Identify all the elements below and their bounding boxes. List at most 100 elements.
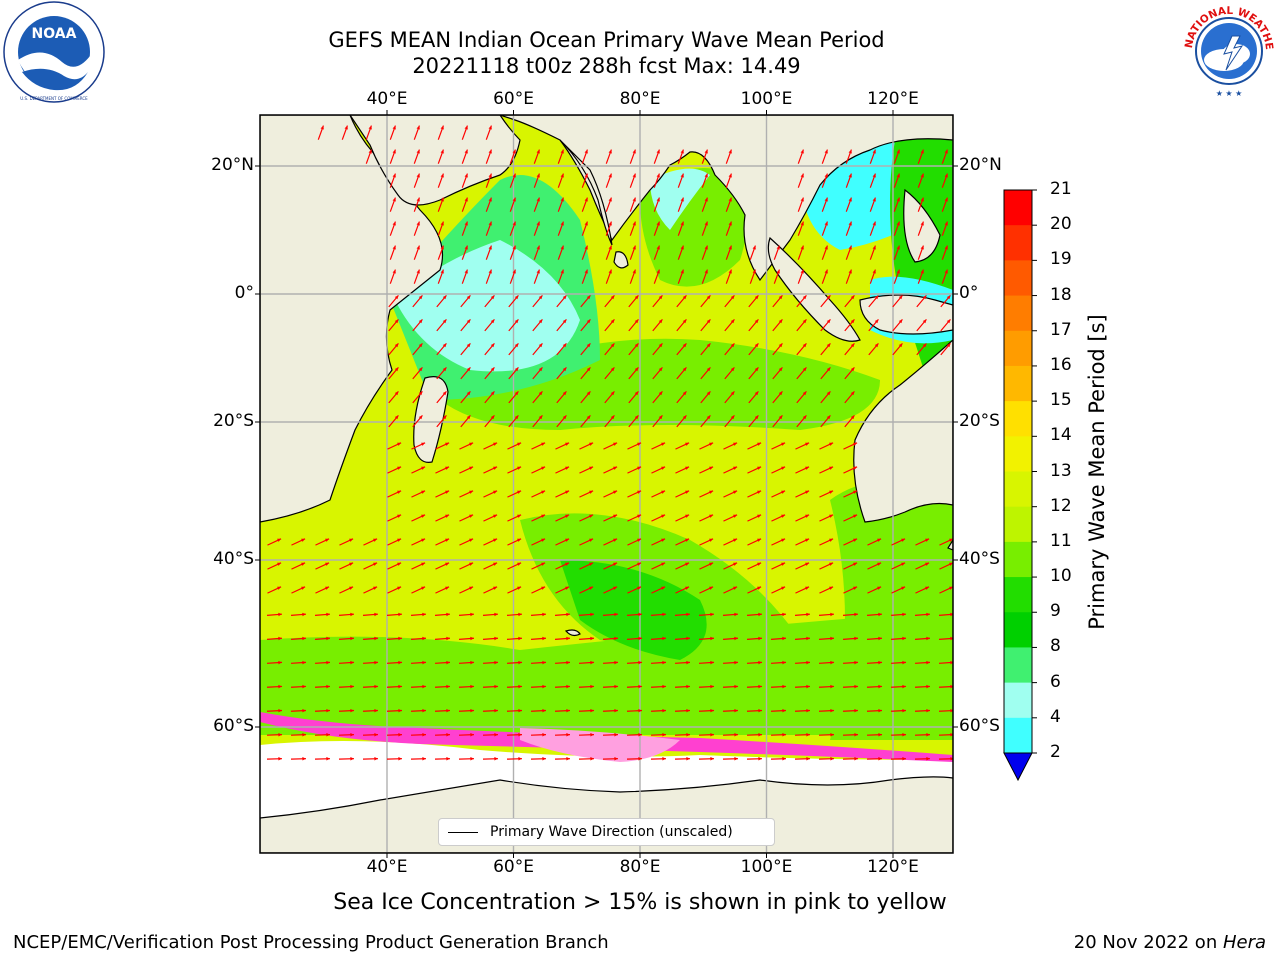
wave-arrowhead (709, 514, 714, 518)
wave-arrowhead (416, 125, 420, 130)
wave-arrowhead (896, 173, 900, 178)
wave-arrowhead (826, 367, 831, 372)
wave-arrowhead (565, 514, 570, 518)
wave-arrowhead (416, 197, 420, 202)
wave-arrowhead (902, 733, 906, 737)
wave-arrowhead (734, 708, 738, 713)
wave-arrowhead (398, 757, 402, 761)
wave-arrowhead (541, 514, 546, 518)
asia-land (499, 115, 953, 282)
wave-arrowhead (614, 757, 618, 761)
wave-arrowhead (896, 221, 900, 226)
wave-arrowhead (470, 660, 474, 665)
wave-arrowhead (757, 538, 762, 542)
map-frame (259, 114, 954, 854)
wave-zone-cyan-bengal (650, 168, 710, 230)
wave-arrowhead (637, 466, 642, 470)
java-borneo-land (859, 294, 953, 335)
wave-arrowhead (896, 245, 900, 250)
wave-arrowhead (734, 757, 738, 761)
wave-arrowhead (805, 514, 810, 518)
wave-arrowhead (872, 269, 876, 274)
wave-arrowhead (610, 319, 615, 324)
frame-tick-marks (255, 110, 958, 858)
wave-arrowhead (898, 343, 903, 348)
wave-arrowhead (469, 586, 474, 590)
wave-arrowhead (704, 245, 708, 250)
wave-arrowhead (302, 684, 306, 689)
wave-arrowhead (469, 466, 474, 470)
wave-arrowhead (613, 586, 618, 590)
wave-arrowhead (920, 269, 924, 274)
wave-arrowhead (514, 343, 519, 348)
wave-arrowhead (686, 757, 690, 761)
wave-arrowhead (373, 586, 378, 590)
wave-arrowhead (925, 586, 930, 590)
wave-arrowhead (922, 319, 927, 324)
colorbar-tick-label: 16 (1050, 354, 1072, 375)
wave-arrowhead (950, 733, 953, 737)
wave-arrowhead (514, 319, 519, 324)
wave-arrowhead (538, 319, 543, 324)
wave-arrowhead (394, 343, 399, 348)
wave-arrowhead (421, 466, 426, 470)
wave-arrowhead (464, 269, 468, 274)
wave-arrowhead (850, 367, 855, 372)
wave-arrowhead (398, 684, 402, 689)
wave-arrowhead (350, 636, 354, 641)
axis-tick-label: 20°S (959, 411, 1000, 431)
wave-arrowhead (590, 684, 594, 689)
wave-arrowhead (446, 708, 450, 713)
wave-arrowhead (397, 442, 402, 446)
wave-arrowhead (710, 757, 714, 761)
kerguelen-land (564, 629, 581, 637)
wave-arrowhead (854, 660, 858, 665)
wave-arrowhead (730, 367, 735, 372)
colorbar-tick-label: 17 (1050, 319, 1072, 340)
wave-arrowhead (802, 415, 807, 420)
wave-arrowhead (829, 514, 834, 518)
wave-arrowhead (566, 612, 570, 617)
wave-arrowhead (608, 269, 612, 274)
colorbar-tick-label: 10 (1050, 566, 1072, 587)
wave-arrowhead (541, 562, 546, 566)
wave-arrowhead (466, 343, 471, 348)
wave-arrowhead (610, 295, 615, 300)
wave-arrowhead (920, 245, 924, 250)
colorbar-tick-label: 13 (1050, 460, 1072, 481)
wave-arrowhead (949, 562, 953, 566)
wave-arrowhead (874, 343, 879, 348)
colorbar-tick-label: 20 (1050, 214, 1072, 235)
colorbar-tick-label: 14 (1050, 425, 1072, 446)
wave-arrowhead (589, 538, 594, 542)
wave-arrowhead (638, 684, 642, 689)
colorbar-segment (1004, 471, 1032, 508)
wave-arrowhead (926, 684, 930, 689)
wave-arrowhead (704, 269, 708, 274)
wave-arrowhead (466, 319, 471, 324)
wave-arrowhead (754, 319, 759, 324)
sea-ice-caption: Sea Ice Concentration > 15% is shown in … (333, 890, 947, 915)
svg-text:★ ★ ★: ★ ★ ★ (1216, 89, 1243, 98)
india-peninsula-land (559, 139, 613, 246)
wave-arrowhead (926, 636, 930, 641)
wave-arrowhead (661, 490, 666, 494)
wave-arrowhead (536, 149, 540, 154)
wave-arrowhead (806, 757, 810, 761)
wave-arrowhead (421, 538, 426, 542)
wave-arrowhead (538, 295, 543, 300)
wave-arrowhead (682, 343, 687, 348)
legend-label: Primary Wave Direction (unscaled) (490, 824, 733, 840)
wave-arrowhead (320, 125, 324, 130)
wave-arrowhead (542, 612, 546, 617)
wave-arrowhead (853, 490, 858, 494)
wave-arrowhead (730, 343, 735, 348)
wave-arrowhead (661, 562, 666, 566)
wave-arrowhead (902, 636, 906, 641)
srilanka-land (613, 251, 629, 269)
colorbar-segment (1004, 647, 1032, 684)
wave-arrowhead (758, 636, 762, 641)
wave-arrowhead (584, 149, 588, 154)
wave-arrowhead (754, 295, 759, 300)
wave-arrowhead (302, 708, 306, 713)
